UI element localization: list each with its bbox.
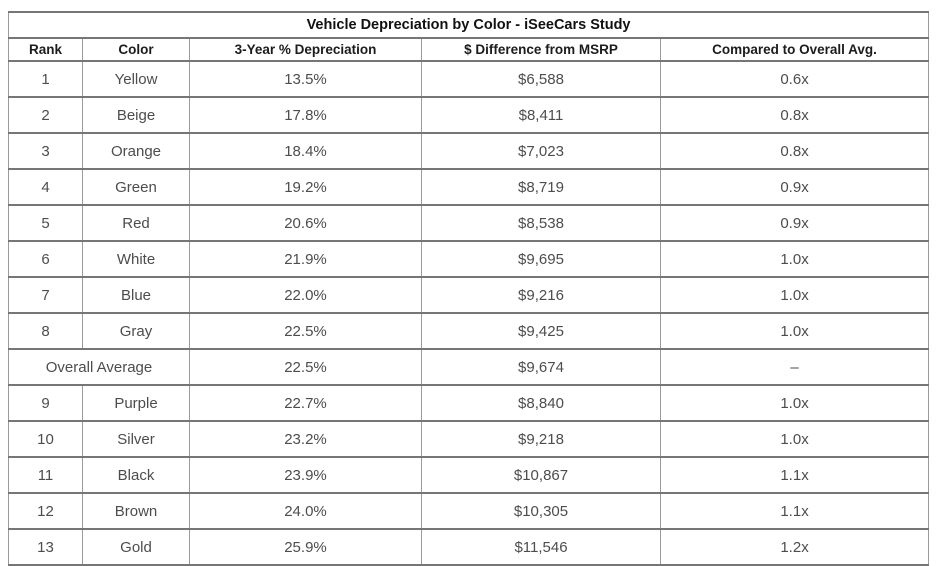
cell-rank: 5 [8,204,83,242]
cell-depreciation: 22.5% [189,348,422,386]
cell-depreciation: 17.8% [189,96,422,134]
cell-vs-overall-avg: 1.0x [659,384,930,422]
cell-msrp-difference: $9,695 [421,240,661,278]
cell-depreciation: 23.9% [189,456,422,494]
cell-depreciation: 25.9% [189,528,422,566]
cell-color: Blue [82,276,190,314]
cell-msrp-difference: $9,216 [421,276,661,314]
cell-rank: 9 [8,384,83,422]
table-row: 8 Gray 22.5% $9,425 1.0x [8,312,930,350]
cell-msrp-difference: $10,305 [421,492,661,530]
overall-average-row: Overall Average 22.5% $9,674 – [8,348,930,386]
table-header-row: Rank Color 3-Year % Depreciation $ Diffe… [8,37,930,62]
cell-color: Green [82,168,190,206]
table-row: 3 Orange 18.4% $7,023 0.8x [8,132,930,170]
cell-vs-overall-avg: 1.0x [659,312,930,350]
cell-vs-overall-avg: 0.9x [659,204,930,242]
cell-vs-overall-avg: – [659,348,930,386]
cell-vs-overall-avg: 1.1x [659,492,930,530]
cell-color: Purple [82,384,190,422]
cell-msrp-difference: $8,719 [421,168,661,206]
cell-vs-overall-avg: 0.9x [659,168,930,206]
vehicle-depreciation-table: Vehicle Depreciation by Color - iSeeCars… [7,11,930,566]
cell-color: Orange [82,132,190,170]
cell-depreciation: 22.7% [189,384,422,422]
cell-msrp-difference: $6,588 [421,60,661,98]
cell-depreciation: 13.5% [189,60,422,98]
cell-color: Black [82,456,190,494]
cell-depreciation: 22.5% [189,312,422,350]
cell-color: Silver [82,420,190,458]
cell-vs-overall-avg: 0.8x [659,96,930,134]
table-title: Vehicle Depreciation by Color - iSeeCars… [7,11,930,39]
cell-depreciation: 21.9% [189,240,422,278]
column-header-depreciation: 3-Year % Depreciation [189,37,422,62]
cell-msrp-difference: $9,674 [421,348,661,386]
cell-rank: 10 [8,420,83,458]
cell-rank: 4 [8,168,83,206]
cell-depreciation: 24.0% [189,492,422,530]
cell-vs-overall-avg: 1.1x [659,456,930,494]
cell-msrp-difference: $8,411 [421,96,661,134]
table-title-row: Vehicle Depreciation by Color - iSeeCars… [7,11,930,39]
table-row: 9 Purple 22.7% $8,840 1.0x [8,384,930,422]
cell-rank: 8 [8,312,83,350]
cell-vs-overall-avg: 1.2x [659,528,930,566]
cell-color: Gold [82,528,190,566]
cell-vs-overall-avg: 0.6x [659,60,930,98]
cell-color: Yellow [82,60,190,98]
cell-overall-average-label: Overall Average [8,348,190,386]
column-header-vs-overall-avg: Compared to Overall Avg. [659,37,930,62]
cell-rank: 2 [8,96,83,134]
cell-msrp-difference: $9,218 [421,420,661,458]
cell-rank: 13 [8,528,83,566]
table-row: 5 Red 20.6% $8,538 0.9x [8,204,930,242]
table-row: 13 Gold 25.9% $11,546 1.2x [8,528,930,566]
cell-color: White [82,240,190,278]
cell-vs-overall-avg: 1.0x [659,420,930,458]
table-row: 1 Yellow 13.5% $6,588 0.6x [8,60,930,98]
cell-msrp-difference: $8,538 [421,204,661,242]
cell-rank: 12 [8,492,83,530]
cell-vs-overall-avg: 1.0x [659,276,930,314]
cell-vs-overall-avg: 1.0x [659,240,930,278]
cell-rank: 3 [8,132,83,170]
cell-depreciation: 18.4% [189,132,422,170]
cell-rank: 11 [8,456,83,494]
cell-depreciation: 20.6% [189,204,422,242]
cell-vs-overall-avg: 0.8x [659,132,930,170]
table-row: 7 Blue 22.0% $9,216 1.0x [8,276,930,314]
cell-rank: 6 [8,240,83,278]
table-row: 6 White 21.9% $9,695 1.0x [8,240,930,278]
cell-rank: 1 [8,60,83,98]
table-row: 11 Black 23.9% $10,867 1.1x [8,456,930,494]
cell-msrp-difference: $7,023 [421,132,661,170]
cell-color: Red [82,204,190,242]
column-header-msrp-difference: $ Difference from MSRP [421,37,661,62]
table-row: 10 Silver 23.2% $9,218 1.0x [8,420,930,458]
cell-color: Gray [82,312,190,350]
table-row: 2 Beige 17.8% $8,411 0.8x [8,96,930,134]
cell-color: Beige [82,96,190,134]
cell-rank: 7 [8,276,83,314]
cell-msrp-difference: $9,425 [421,312,661,350]
cell-msrp-difference: $10,867 [421,456,661,494]
cell-depreciation: 19.2% [189,168,422,206]
cell-msrp-difference: $11,546 [421,528,661,566]
cell-depreciation: 23.2% [189,420,422,458]
column-header-color: Color [82,37,190,62]
table-row: 12 Brown 24.0% $10,305 1.1x [8,492,930,530]
column-header-rank: Rank [8,37,83,62]
cell-depreciation: 22.0% [189,276,422,314]
table-row: 4 Green 19.2% $8,719 0.9x [8,168,930,206]
cell-color: Brown [82,492,190,530]
cell-msrp-difference: $8,840 [421,384,661,422]
